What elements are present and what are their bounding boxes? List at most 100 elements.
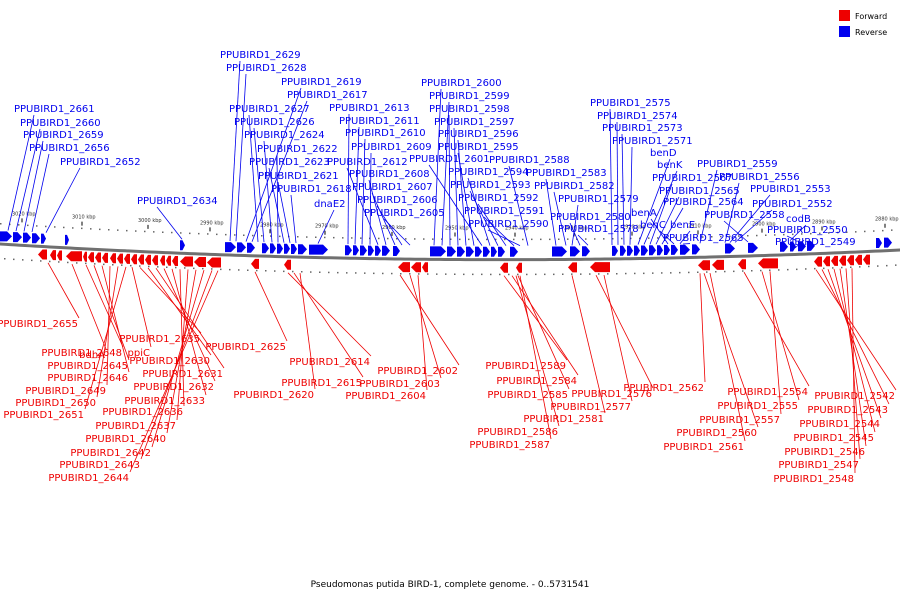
label-leader-line (253, 127, 265, 243)
label-leader-line (595, 274, 654, 389)
label-leader-line (650, 218, 669, 245)
label-leader-line (621, 133, 625, 245)
label-leader-line (827, 269, 882, 419)
scale-tick-label: 2890 kbp (812, 219, 836, 225)
scale-tick-label: 2980 kbp (260, 222, 284, 228)
scale-tick-label: 3000 kbp (138, 218, 162, 224)
ruler-dot (207, 233, 209, 235)
label-leader-line (85, 264, 124, 348)
forward-gene-label: PPUBIRD1_2587 (469, 440, 550, 451)
ruler-dot (436, 273, 438, 275)
ruler-dot (724, 270, 726, 273)
label-leader-line (453, 127, 459, 246)
ruler-dot (90, 228, 92, 230)
reverse-gene-label: PPUBIRD1_2559 (697, 159, 778, 170)
label-leader-line (661, 207, 684, 245)
ruler-dot (526, 273, 528, 276)
label-leader-line (457, 139, 467, 246)
ruler-dot (13, 258, 15, 261)
reverse-gene-label: PPUBIRD1_2564 (663, 197, 744, 208)
forward-gene-arrow (498, 246, 505, 257)
reverse-gene-label: PPUBIRD1_2661 (14, 104, 95, 115)
label-leader-line (84, 266, 127, 410)
reverse-gene-label: PPUBIRD1_2624 (244, 130, 325, 141)
ruler-dot (810, 232, 812, 235)
ruler-dot (756, 234, 758, 237)
ruler-dot (508, 273, 510, 276)
forward-gene-label: PPUBIRD1_2650 (15, 398, 96, 409)
ruler-dot (58, 261, 60, 263)
ruler-dot (243, 234, 245, 236)
forward-gene-arrow (475, 246, 482, 257)
ruler-dot (522, 238, 524, 241)
ruler-dot (706, 271, 708, 273)
label-leader-line (703, 273, 759, 428)
forward-gene-label: PPUBIRD1_2614 (289, 357, 370, 368)
reverse-gene-label: benA (631, 208, 657, 219)
feature-layer (0, 231, 892, 273)
ruler-dot (562, 273, 564, 275)
label-leader-line (571, 275, 606, 414)
ruler-dot (22, 259, 24, 261)
scale-tick-label: 3010 kbp (72, 215, 96, 221)
ruler-dot (432, 238, 434, 240)
ruler-dot (580, 273, 582, 275)
reverse-gene-arrow (83, 251, 87, 262)
reverse-gene-arrow (131, 254, 137, 265)
ruler-dot (585, 238, 587, 240)
ruler-dot (396, 238, 398, 240)
forward-gene-arrow (270, 243, 276, 254)
reverse-gene-label: PPUBIRD1_2629 (220, 50, 301, 61)
forward-gene-label: PPUBIRD1_2561 (663, 442, 744, 453)
reverse-gene-label: PPUBIRD1_2578 (558, 224, 639, 235)
label-leader-line (263, 140, 273, 243)
forward-gene-label: PPUBIRD1_2633 (124, 396, 205, 407)
forward-gene-arrow (298, 244, 307, 255)
forward-gene-label: PPUBIRD1_2542 (814, 391, 895, 402)
ruler-dot (819, 232, 821, 235)
label-leader-line (347, 113, 350, 245)
forward-gene-arrow (671, 244, 678, 255)
forward-gene-arrow (876, 238, 882, 248)
label-leader-line (545, 178, 557, 246)
label-leader-line (369, 152, 372, 245)
ruler-dot (306, 236, 308, 238)
reverse-gene-arrow (855, 254, 862, 265)
reverse-gene-label: PPUBIRD1_2573 (602, 123, 683, 134)
forward-gene-arrow (13, 232, 22, 243)
label-leader-line (163, 268, 216, 382)
label-leader-line (833, 268, 876, 433)
ruler-dot (256, 269, 258, 272)
label-leader-line (441, 101, 450, 246)
label-leader-line (655, 196, 680, 245)
ruler-dot (414, 238, 416, 240)
ruler-dot (814, 267, 816, 270)
forward-gene-arrow (23, 232, 31, 243)
label-leader-line (268, 167, 285, 243)
forward-gene-arrow (291, 244, 297, 254)
label-leader-line (47, 262, 80, 319)
ruler-dot (607, 273, 609, 275)
label-leader-line (515, 275, 560, 427)
ruler-dot (328, 271, 330, 274)
forward-gene-label: PPUBIRD1_2625 (205, 342, 286, 353)
label-leader-line (734, 209, 773, 243)
forward-gene-label: PPUBIRD1_2604 (345, 391, 426, 402)
reverse-gene-label: PPUBIRD1_2600 (421, 78, 502, 89)
ruler-dot (513, 238, 515, 241)
ruler-dot (103, 263, 105, 266)
ruler-dot (882, 229, 884, 232)
label-leader-line (629, 146, 633, 245)
ruler-dot (576, 238, 578, 240)
label-leader-line (156, 206, 183, 240)
label-leader-line (789, 224, 807, 241)
label-leader-line (428, 164, 483, 246)
label-leader-line (508, 165, 529, 246)
forward-gene-label: PPUBIRD1_2557 (699, 415, 780, 426)
ruler-dot (729, 235, 731, 238)
reverse-gene-arrow (172, 256, 178, 266)
reverse-gene-arrow (57, 250, 62, 261)
forward-gene-arrow (225, 242, 236, 253)
label-leader-line (235, 73, 247, 242)
